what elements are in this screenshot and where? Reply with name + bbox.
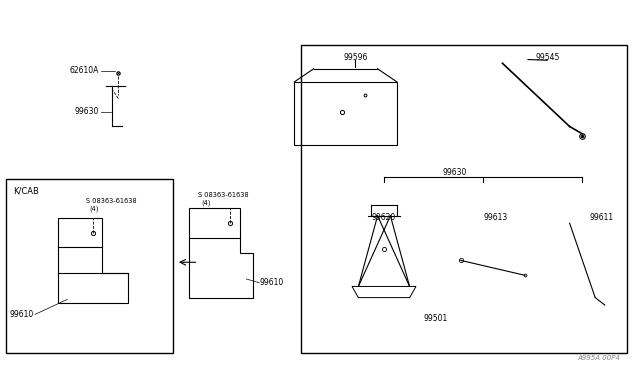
- Text: 99596: 99596: [343, 53, 367, 62]
- Text: 99611: 99611: [589, 213, 614, 222]
- Text: S 08363-61638: S 08363-61638: [86, 198, 137, 204]
- Bar: [6, 179, 173, 353]
- Text: 62610A: 62610A: [70, 66, 99, 75]
- Text: 99545: 99545: [535, 53, 559, 62]
- Text: 99630: 99630: [75, 107, 99, 116]
- Bar: [301, 45, 627, 353]
- Text: 99501: 99501: [423, 314, 447, 323]
- Text: 99610: 99610: [259, 278, 284, 287]
- Text: S 08363-61638: S 08363-61638: [198, 192, 249, 198]
- Text: 99610: 99610: [10, 310, 34, 319]
- Text: 99620: 99620: [372, 213, 396, 222]
- Text: 99630: 99630: [442, 169, 467, 177]
- Text: 99613: 99613: [484, 213, 508, 222]
- Text: (4): (4): [202, 199, 211, 206]
- Text: A995A 00P4: A995A 00P4: [578, 355, 621, 361]
- Text: K/CAB: K/CAB: [13, 186, 38, 195]
- Text: (4): (4): [90, 205, 99, 212]
